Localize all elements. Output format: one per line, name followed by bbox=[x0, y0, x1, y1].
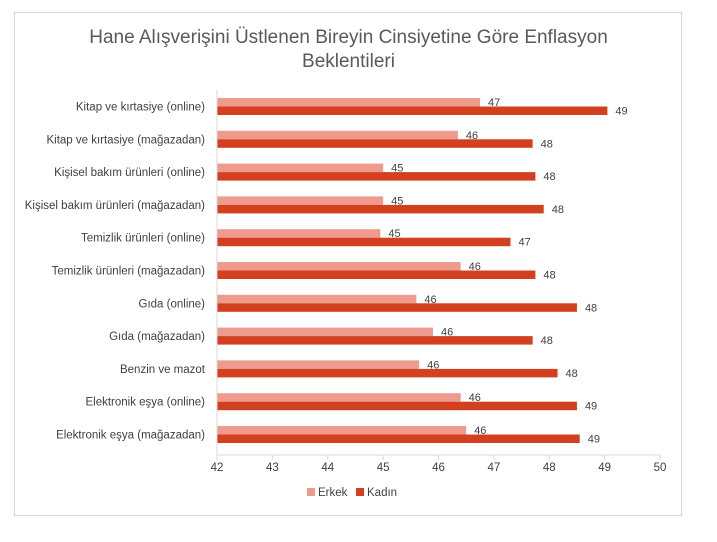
value-axis: 42 43 44 45 46 47 48 49 50 bbox=[211, 90, 667, 474]
data-label: 46 bbox=[427, 359, 439, 371]
data-label: 49 bbox=[588, 434, 600, 446]
data-label: 49 bbox=[615, 106, 627, 118]
data-label: 48 bbox=[543, 270, 555, 282]
tick-label: 48 bbox=[543, 462, 556, 474]
chart-title: Hane Alışverişini Üstlenen Bireyin Cinsi… bbox=[0, 26, 697, 74]
bar-kadin bbox=[217, 368, 558, 378]
category-label: Gıda (online) bbox=[139, 298, 206, 310]
category-label: Kişisel bakım ürünleri (online) bbox=[54, 167, 205, 179]
data-label: 47 bbox=[518, 237, 530, 249]
legend-label: Kadın bbox=[367, 487, 397, 499]
tick-label: 50 bbox=[654, 462, 667, 474]
data-label: 45 bbox=[391, 163, 403, 175]
bar-kadin bbox=[217, 106, 608, 115]
chart-title-line-2: Beklentileri bbox=[302, 51, 395, 72]
bar-erkek bbox=[217, 130, 458, 140]
bar-erkek bbox=[217, 163, 384, 173]
bar-erkek bbox=[217, 426, 467, 435]
legend-label: Erkek bbox=[318, 487, 348, 499]
data-label: 48 bbox=[541, 138, 553, 150]
category-label: Kitap ve kırtasiye (mağazadan) bbox=[46, 134, 205, 146]
category-label: Kişisel bakım ürünleri (mağazadan) bbox=[25, 200, 205, 212]
chart-title-line-1: Hane Alışverişini Üstlenen Bireyin Cinsi… bbox=[89, 27, 608, 48]
legend: Erkek Kadın bbox=[307, 487, 397, 499]
data-label: 48 bbox=[541, 335, 553, 347]
bar-kadin bbox=[217, 434, 580, 443]
data-label: 45 bbox=[391, 195, 403, 207]
data-label: 48 bbox=[585, 302, 597, 314]
bar-kadin bbox=[217, 139, 533, 148]
bar-erkek bbox=[217, 229, 381, 238]
data-label: 45 bbox=[388, 228, 400, 240]
category-label: Elektronik eşya (online) bbox=[85, 397, 205, 409]
bar-kadin bbox=[217, 237, 511, 247]
bar-kadin bbox=[217, 172, 536, 181]
tick-label: 42 bbox=[211, 462, 224, 474]
data-label: 48 bbox=[566, 368, 578, 380]
category-label: Temizlik ürünleri (mağazadan) bbox=[52, 266, 206, 278]
bar-kadin bbox=[217, 336, 533, 345]
tick-label: 49 bbox=[598, 462, 611, 474]
data-label: 49 bbox=[585, 401, 597, 413]
tick-label: 47 bbox=[487, 462, 500, 474]
category-label: Gıda (mağazadan) bbox=[109, 331, 205, 343]
data-label: 46 bbox=[424, 294, 436, 306]
bar-erkek bbox=[217, 393, 461, 402]
data-label: 46 bbox=[441, 327, 453, 339]
bar-erkek bbox=[217, 360, 420, 369]
bar-erkek bbox=[217, 98, 481, 107]
category-label: Temizlik ürünleri (online) bbox=[81, 233, 205, 245]
tick-label: 46 bbox=[432, 462, 445, 474]
bar-erkek bbox=[217, 262, 461, 271]
bar-erkek bbox=[217, 294, 417, 304]
data-label: 48 bbox=[552, 204, 564, 216]
legend-swatch-kadin bbox=[356, 488, 364, 496]
category-label: Kitap ve kırtasiye (online) bbox=[76, 102, 205, 114]
category-label: Elektronik eşya (mağazadan) bbox=[56, 430, 205, 442]
bar-erkek bbox=[217, 196, 384, 205]
category-label: Benzin ve mazot bbox=[120, 364, 206, 376]
data-label: 46 bbox=[469, 261, 481, 273]
tick-label: 45 bbox=[377, 462, 390, 474]
data-label: 46 bbox=[469, 392, 481, 404]
bar-kadin bbox=[217, 204, 544, 214]
data-label: 47 bbox=[488, 97, 500, 109]
bar-kadin bbox=[217, 303, 577, 312]
tick-label: 43 bbox=[266, 462, 279, 474]
bar-kadin bbox=[217, 401, 577, 411]
bar-kadin bbox=[217, 270, 536, 279]
bar-erkek bbox=[217, 327, 433, 337]
data-label: 46 bbox=[466, 130, 478, 142]
category-axis: Kitap ve kırtasiye (online) Kitap ve kırt… bbox=[25, 102, 206, 442]
tick-label: 44 bbox=[321, 462, 334, 474]
bar-plot-area: 47 49 46 48 45 48 45 48 45 47 46 48 46 48 46 48 46 48 46 49… bbox=[217, 97, 628, 446]
legend-swatch-erkek bbox=[307, 488, 315, 496]
data-label: 48 bbox=[543, 171, 555, 183]
data-label: 46 bbox=[474, 425, 486, 437]
